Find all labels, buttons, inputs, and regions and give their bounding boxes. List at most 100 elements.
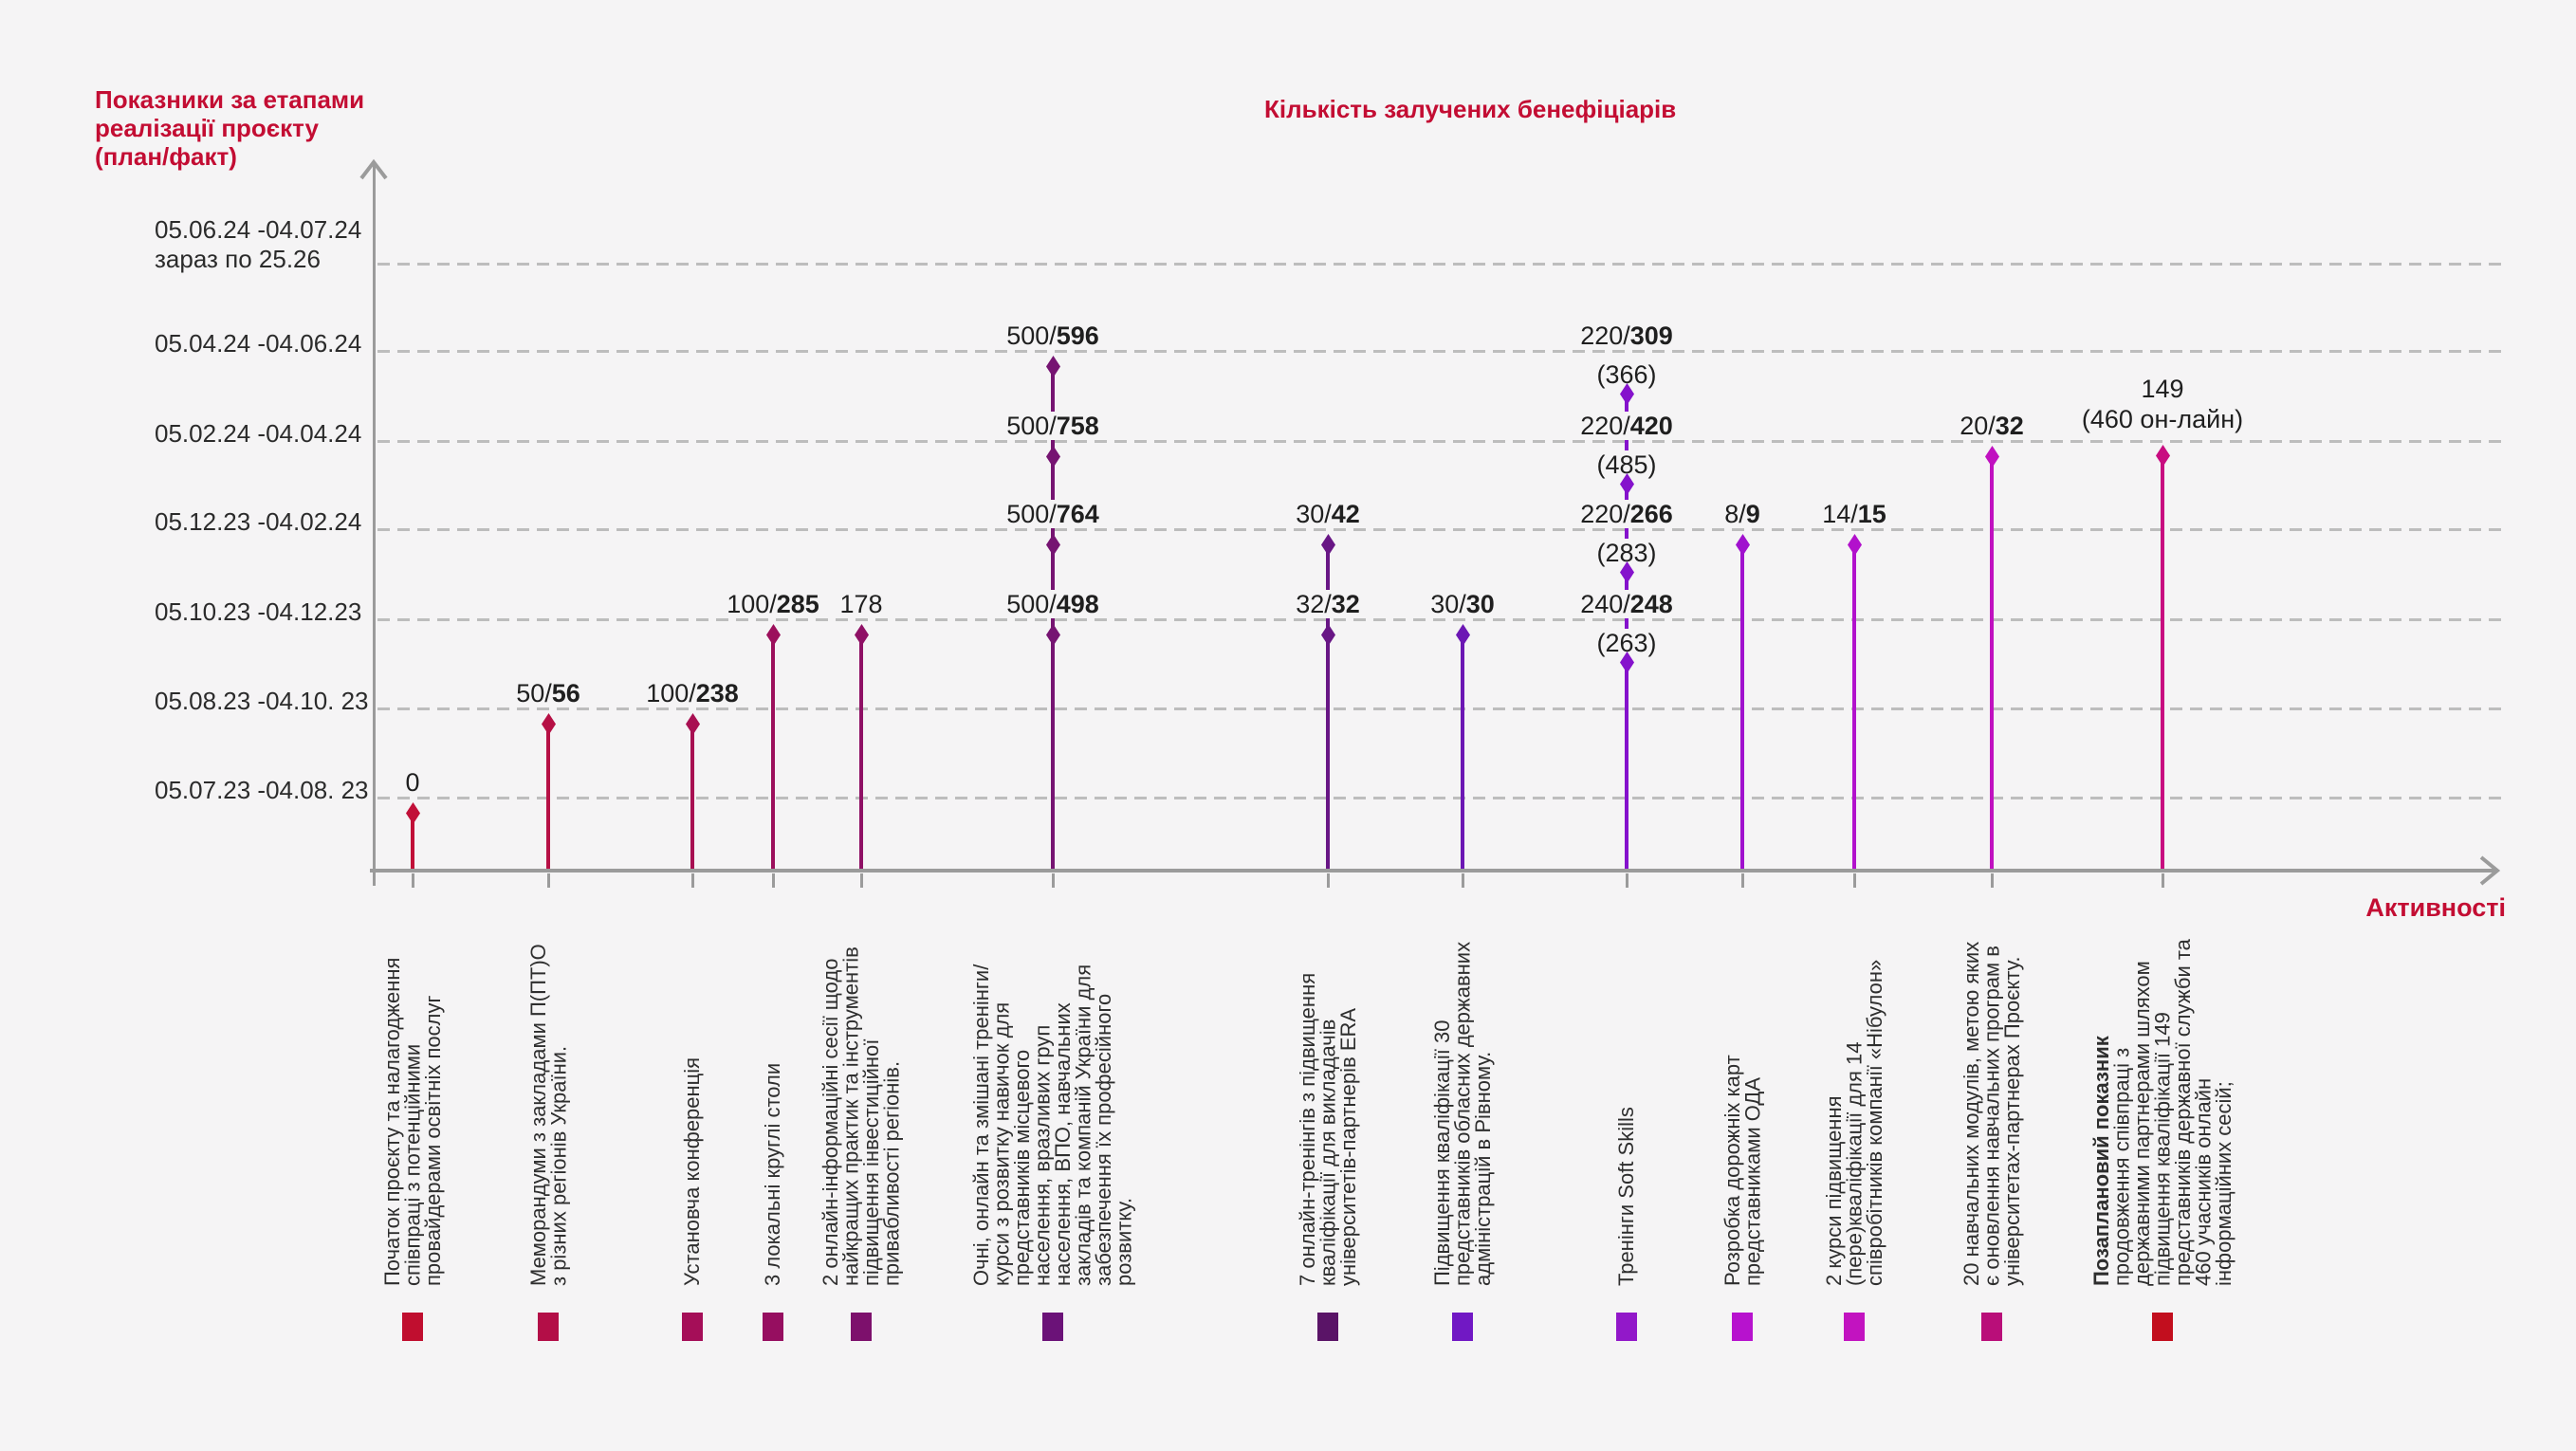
data-point-label: 500/764 bbox=[1000, 500, 1106, 528]
data-point-label: 20/32 bbox=[1953, 412, 2031, 440]
y-axis-label: 05.02.24 -04.04.24 bbox=[155, 419, 362, 448]
stem bbox=[771, 634, 775, 871]
legend-swatch bbox=[682, 1313, 703, 1341]
legend-swatch bbox=[402, 1313, 423, 1341]
data-point-marker bbox=[1320, 623, 1335, 651]
gridline bbox=[377, 797, 2504, 799]
legend-swatch bbox=[538, 1313, 559, 1341]
data-point-marker bbox=[765, 623, 781, 651]
data-point-marker bbox=[1045, 533, 1060, 560]
data-point-label: 0 bbox=[398, 768, 427, 797]
y-axis-label: 05.06.24 -04.07.24 зараз по 25.26 bbox=[155, 215, 362, 273]
stem bbox=[690, 724, 694, 871]
data-point-marker bbox=[1619, 651, 1634, 678]
legend-swatch bbox=[1981, 1313, 2002, 1341]
data-point-marker bbox=[1735, 533, 1750, 560]
legend-swatch bbox=[1452, 1313, 1473, 1341]
data-point-marker bbox=[541, 712, 556, 740]
x-axis-tick bbox=[1625, 873, 1628, 888]
data-point-marker bbox=[1619, 472, 1634, 500]
data-point-marker bbox=[1455, 623, 1470, 651]
data-point-marker bbox=[854, 623, 869, 651]
stem bbox=[1852, 544, 1856, 871]
legend-swatch bbox=[1042, 1313, 1063, 1341]
data-point-marker bbox=[1619, 382, 1634, 410]
legend-swatch bbox=[851, 1313, 872, 1341]
stem bbox=[1740, 544, 1744, 871]
y-axis-label: 05.04.24 -04.06.24 bbox=[155, 329, 362, 358]
y-axis-line bbox=[372, 163, 376, 886]
data-point-label: 220/420 bbox=[1573, 412, 1680, 440]
data-point-label: 149 bbox=[2134, 375, 2191, 403]
x-axis-tick bbox=[411, 873, 414, 888]
data-point-label: 178 bbox=[833, 590, 890, 618]
x-axis-tick bbox=[1461, 873, 1464, 888]
data-point-label: 32/32 bbox=[1289, 590, 1367, 618]
x-axis-tick bbox=[2161, 873, 2164, 888]
data-point-label: 220/266 bbox=[1573, 500, 1680, 528]
gridline bbox=[377, 707, 2504, 710]
x-axis-tick bbox=[1326, 873, 1330, 888]
data-point-label: 240/248 bbox=[1573, 590, 1680, 618]
stem bbox=[1990, 456, 1994, 871]
legend-swatch bbox=[1732, 1313, 1753, 1341]
x-axis-tick bbox=[690, 873, 694, 888]
stem bbox=[1461, 634, 1464, 871]
data-point-label: 8/9 bbox=[1718, 500, 1767, 528]
stem bbox=[411, 813, 414, 871]
legend-swatch bbox=[2152, 1313, 2173, 1341]
stem bbox=[859, 634, 863, 871]
legend-swatch bbox=[1317, 1313, 1338, 1341]
x-axis-tick bbox=[771, 873, 775, 888]
left-axis-title: Показники за етапами реалізації проєкту … bbox=[95, 85, 365, 171]
x-axis-tick bbox=[1852, 873, 1856, 888]
x-axis-tick bbox=[1051, 873, 1055, 888]
data-point-label: 50/56 bbox=[509, 679, 587, 707]
data-point-marker bbox=[1847, 533, 1862, 560]
data-point-label: 30/30 bbox=[1424, 590, 1501, 618]
data-point-note: (263) bbox=[1590, 629, 1664, 657]
data-point-label: 100/285 bbox=[720, 590, 826, 618]
gridline bbox=[377, 350, 2504, 353]
gridline bbox=[377, 528, 2504, 531]
data-point-marker bbox=[1619, 560, 1634, 588]
chart-title: Кількість залучених бенефіціарів bbox=[1264, 95, 1677, 123]
data-point-marker bbox=[1045, 355, 1060, 382]
stem bbox=[2161, 455, 2164, 871]
gridline bbox=[377, 618, 2504, 621]
data-point-marker bbox=[1045, 445, 1060, 472]
data-point-label: 500/596 bbox=[1000, 321, 1106, 350]
gridline bbox=[377, 263, 2504, 266]
stem bbox=[1326, 544, 1330, 871]
x-axis-tick bbox=[1990, 873, 1994, 888]
x-axis-tick bbox=[1740, 873, 1744, 888]
data-point-marker bbox=[685, 712, 700, 740]
legend-swatch bbox=[763, 1313, 783, 1341]
data-point-note: (460 он-лайн) bbox=[2074, 405, 2251, 433]
y-axis-label: 05.08.23 -04.10. 23 bbox=[155, 687, 369, 715]
legend-swatch bbox=[1844, 1313, 1865, 1341]
data-point-label: 220/309 bbox=[1573, 321, 1680, 350]
y-axis-label: 05.12.23 -04.02.24 bbox=[155, 507, 362, 536]
gridline bbox=[377, 440, 2504, 443]
data-point-marker bbox=[1045, 623, 1060, 651]
stem bbox=[546, 724, 550, 871]
x-axis-tick bbox=[546, 873, 550, 888]
y-axis-label: 05.07.23 -04.08. 23 bbox=[155, 776, 369, 804]
y-axis-label: 05.10.23 -04.12.23 bbox=[155, 597, 362, 626]
data-point-label: 100/238 bbox=[639, 679, 745, 707]
data-point-marker bbox=[1320, 533, 1335, 560]
data-point-label: 30/42 bbox=[1289, 500, 1367, 528]
legend-swatch bbox=[1616, 1313, 1637, 1341]
data-point-label: 500/758 bbox=[1000, 412, 1106, 440]
x-axis-tick bbox=[859, 873, 863, 888]
x-axis-line bbox=[370, 869, 2496, 872]
data-point-marker bbox=[405, 801, 420, 829]
data-point-marker bbox=[1984, 445, 1999, 472]
data-point-note: (366) bbox=[1590, 360, 1664, 389]
data-point-label: 500/498 bbox=[1000, 590, 1106, 618]
data-point-marker bbox=[2155, 444, 2170, 471]
stem bbox=[1051, 366, 1055, 871]
data-point-label: 14/15 bbox=[1815, 500, 1893, 528]
